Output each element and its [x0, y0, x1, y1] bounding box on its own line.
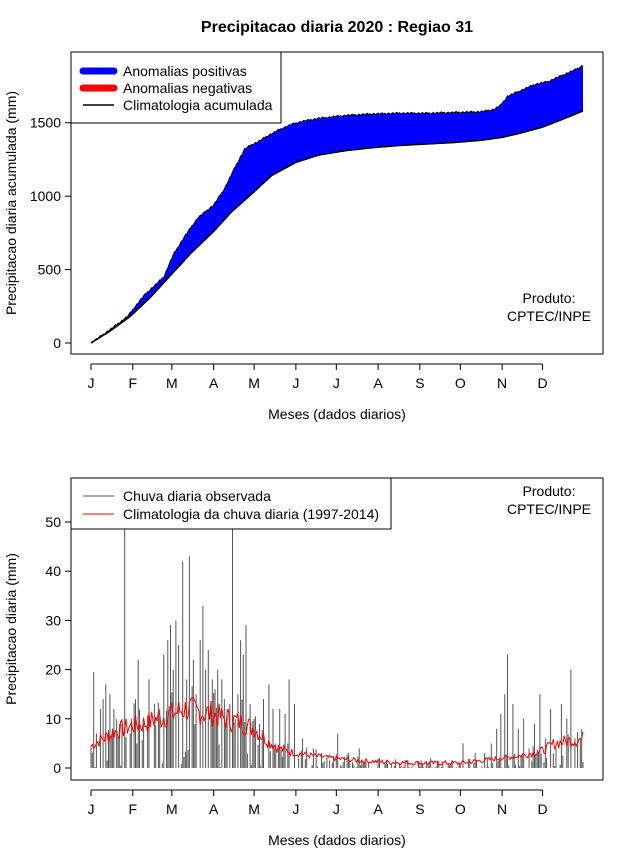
x-tick-label: D: [537, 801, 547, 817]
x-tick-label: J: [333, 375, 340, 391]
legend-label-positive: Anomalias positivas: [123, 63, 247, 79]
y-tick-label: 1000: [30, 188, 61, 204]
y-tick-label: 0: [53, 335, 61, 351]
y-axis: 0 10 20 30 40 50: [45, 514, 72, 776]
daily-rain-bars: [90, 478, 584, 768]
x-tick-label: O: [455, 801, 466, 817]
x-tick-label: S: [415, 801, 424, 817]
x-tick-label: M: [248, 801, 260, 817]
y-tick-label: 30: [45, 612, 61, 628]
x-tick-label: F: [129, 801, 138, 817]
positive-anomaly-area: [90, 65, 584, 344]
cumulative-chart: 0 500 1000 1500 J F M A M J J A S O N D Precipitacao d…: [3, 51, 604, 422]
y-axis-label: Precipitacao diaria (mm): [3, 553, 19, 705]
observed-cumulative-line: [90, 65, 584, 344]
x-tick-label: F: [129, 375, 138, 391]
product-source: CPTEC/INPE: [507, 308, 591, 324]
climatology-line: [90, 696, 584, 767]
x-tick-label: A: [209, 375, 219, 391]
y-axis-label: Precipitacao diaria acumulada (mm): [3, 91, 19, 315]
legend-label-negative: Anomalias negativas: [123, 80, 252, 96]
y-tick-label: 10: [45, 711, 61, 727]
legend-label-climatology: Climatologia acumulada: [123, 97, 273, 113]
legend: Anomalias positivas Anomalias negativas …: [70, 51, 282, 124]
x-axis-label: Meses (dados diarios): [268, 832, 406, 848]
x-tick-label: S: [415, 375, 424, 391]
product-source: CPTEC/INPE: [507, 501, 591, 517]
x-tick-label: M: [166, 375, 178, 391]
x-tick-label: N: [497, 375, 507, 391]
x-tick-label: O: [455, 375, 466, 391]
legend-label-observed: Chuva diaria observada: [123, 488, 271, 504]
legend-box: [70, 477, 392, 530]
x-tick-label: J: [333, 801, 340, 817]
daily-rain-chart: 0 10 20 30 40 50 J F M A M J J A S O N D Precipitacao di…: [3, 477, 604, 848]
y-tick-label: 50: [45, 514, 61, 530]
y-tick-label: 500: [38, 262, 62, 278]
anomaly-positive-fill: [91, 65, 583, 343]
x-tick-label: J: [292, 801, 299, 817]
x-tick-label: M: [248, 375, 260, 391]
x-tick-label: J: [292, 375, 299, 391]
climatology-daily-line: [90, 696, 584, 767]
product-label: Produto:: [523, 290, 576, 306]
y-tick-label: 1500: [30, 115, 61, 131]
x-axis-label: Meses (dados diarios): [268, 406, 406, 422]
x-tick-label: D: [537, 375, 547, 391]
y-tick-label: 40: [45, 563, 61, 579]
y-tick-label: 20: [45, 662, 61, 678]
legend: Chuva diaria observada Climatologia da c…: [70, 477, 392, 530]
x-tick-label: N: [497, 801, 507, 817]
y-tick-label: 0: [53, 760, 61, 776]
y-axis: 0 500 1000 1500: [30, 115, 72, 351]
climatology-cumulative-line: [90, 110, 584, 344]
figure-title: Precipitacao diaria 2020 : Regiao 31: [201, 19, 473, 36]
x-tick-label: J: [88, 375, 95, 391]
x-tick-label: M: [166, 801, 178, 817]
legend-label-climatology: Climatologia da chuva diaria (1997-2014): [123, 506, 379, 522]
x-tick-label: A: [373, 801, 383, 817]
x-tick-label: A: [209, 801, 219, 817]
x-tick-label: A: [373, 375, 383, 391]
product-label: Produto:: [523, 483, 576, 499]
x-tick-label: J: [88, 801, 95, 817]
